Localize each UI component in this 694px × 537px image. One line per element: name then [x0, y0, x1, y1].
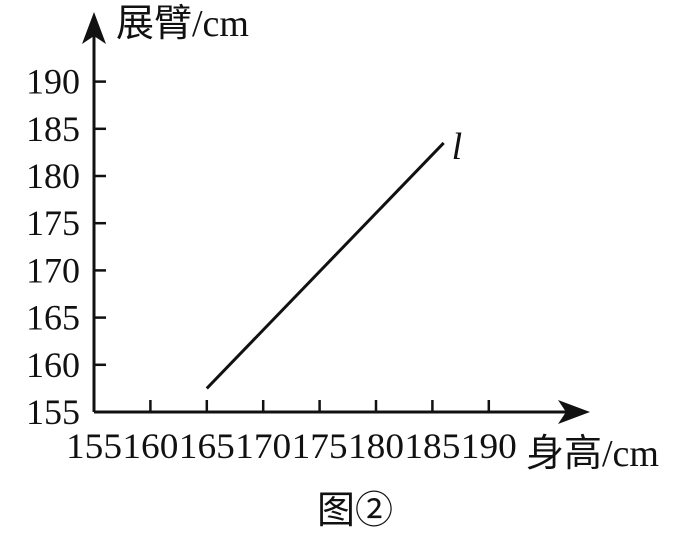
y-tick-label: 160: [26, 345, 80, 385]
figure-caption: 图②: [317, 490, 393, 532]
series: l: [205, 126, 463, 390]
y-tick-label: 185: [26, 109, 80, 149]
x-tick-label: 155: [66, 426, 122, 466]
y-tick-label: 190: [26, 62, 80, 102]
x-ticks: 155 160 165 170 175 180 185 190: [66, 400, 517, 466]
x-axis-label: 身高/cm: [526, 433, 659, 475]
y-tick-label: 155: [26, 392, 80, 432]
y-tick-label: 180: [26, 156, 80, 196]
y-ticks: 155 160 165 170 175 180 185 190: [26, 62, 106, 432]
x-tick-label: 175: [292, 426, 348, 466]
x-tick-label: 190: [461, 426, 517, 466]
y-tick-label: 175: [26, 203, 80, 243]
y-tick-label: 165: [26, 298, 80, 338]
x-tick-label: 160: [122, 426, 178, 466]
x-tick-label: 185: [404, 426, 460, 466]
series-line-l: [205, 141, 445, 390]
y-axis-label: 展臂/cm: [116, 3, 249, 45]
series-label-l: l: [452, 126, 463, 168]
y-axis-arrow-icon: [82, 12, 106, 44]
x-tick-label: 165: [179, 426, 235, 466]
x-tick-label: 180: [348, 426, 404, 466]
x-axis-arrow-icon: [558, 400, 590, 424]
x-tick-label: 170: [235, 426, 291, 466]
y-tick-label: 170: [26, 250, 80, 290]
